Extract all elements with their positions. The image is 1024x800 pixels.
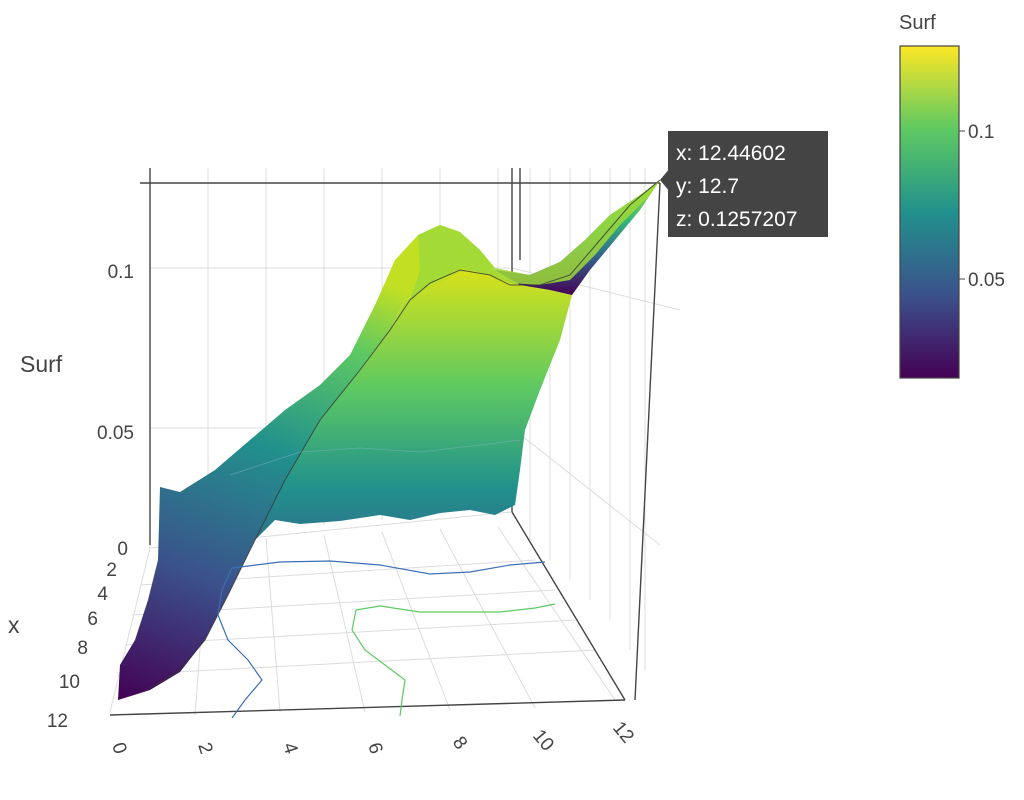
y-tick-label: 6 xyxy=(363,740,386,757)
hover-tooltip: x: 12.44602 y: 12.7 z: 0.1257207 xyxy=(660,131,828,237)
y-tick-label: 4 xyxy=(278,740,301,757)
surface-ridge xyxy=(410,180,660,300)
colorbar-title: Surf xyxy=(899,12,936,34)
x-tick-label: 8 xyxy=(77,638,88,659)
z-axis-ticks: 0 0.05 0.1 xyxy=(97,262,134,560)
x-tick-label: 12 xyxy=(47,711,68,732)
y-axis-ticks: 0 2 4 6 8 10 12 xyxy=(107,718,638,757)
y-tick-label: 2 xyxy=(193,740,216,757)
x-tick-label: 10 xyxy=(59,672,80,693)
x-axis-title: x xyxy=(8,612,20,638)
x-axis-ticks: 2 4 6 8 10 12 xyxy=(47,560,117,732)
hover-z: z: 0.1257207 xyxy=(676,208,797,231)
x-tick-label: 4 xyxy=(97,584,108,605)
z-tick-label: 0.1 xyxy=(108,262,134,283)
axis-frame xyxy=(109,168,661,716)
x-tick-label: 2 xyxy=(106,560,117,581)
z-tick-label: 0 xyxy=(117,539,128,560)
x-tick-label: 6 xyxy=(87,609,98,630)
y-tick-label: 12 xyxy=(608,718,638,748)
y-tick-label: 0 xyxy=(107,740,130,757)
hover-y: y: 12.7 xyxy=(676,175,739,198)
hover-x: x: 12.44602 xyxy=(676,142,786,165)
y-tick-label: 8 xyxy=(448,733,471,754)
surface-left-face xyxy=(118,225,495,700)
surface-contour-line xyxy=(149,179,661,689)
surface-front-face xyxy=(150,270,572,690)
floor-contours xyxy=(217,560,556,719)
colorbar-tick-label: 0.05 xyxy=(968,270,1005,291)
colorbar: Surf 0.05 0.1 xyxy=(899,12,1005,379)
y-tick-label: 10 xyxy=(528,726,558,756)
colorbar-gradient xyxy=(899,45,960,379)
surface[interactable] xyxy=(118,179,661,700)
z-axis-title: Surf xyxy=(20,351,63,377)
colorbar-tick-label: 0.1 xyxy=(968,122,994,143)
surface-mesh-line xyxy=(229,439,521,476)
z-tick-label: 0.05 xyxy=(97,423,134,444)
